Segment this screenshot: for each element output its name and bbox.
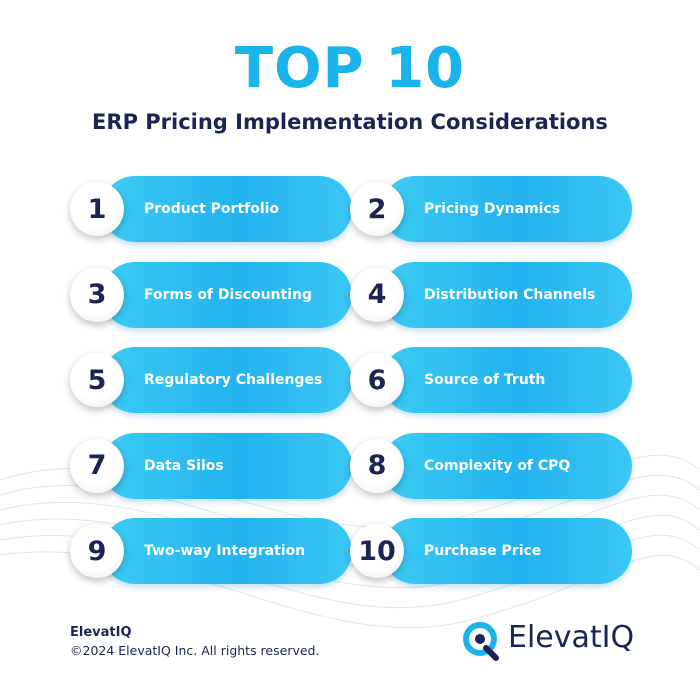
logo-text: ElevatIQ (508, 620, 635, 655)
item-label: Product Portfolio (144, 201, 280, 217)
item-label: Distribution Channels (424, 286, 596, 303)
item-label: Pricing Dynamics (424, 201, 561, 217)
item-label: Purchase Price (424, 543, 542, 559)
copyright: ©2024 ElevatIQ Inc. All rights reserved. (70, 643, 320, 658)
item-pill (382, 176, 632, 242)
item-label: Source of Truth (424, 372, 546, 388)
logo-icon (463, 622, 499, 661)
item-pill (382, 518, 632, 584)
item-pill (102, 518, 352, 584)
item-pill (382, 347, 632, 413)
item-number: 7 (70, 438, 124, 493)
item-label: Two-way Integration (144, 543, 306, 559)
item-pill (102, 432, 352, 499)
item-number: 3 (70, 267, 124, 322)
item-label: Forms of Discounting (144, 286, 312, 303)
item-number: 1 (70, 182, 124, 236)
item-number: 6 (350, 353, 404, 407)
company: ElevatIQ (70, 625, 132, 640)
item-label: Data Silos (144, 457, 224, 474)
item-pill (102, 176, 352, 242)
item-pill (382, 432, 632, 499)
item-pill (102, 261, 352, 328)
subtitle: ERP Pricing Implementation Consideration… (92, 110, 608, 134)
item-number: 9 (70, 524, 124, 578)
item-pill (382, 261, 632, 328)
item-number: 5 (70, 353, 124, 407)
item-pill (102, 347, 352, 413)
item-label: Regulatory Challenges (144, 372, 323, 388)
item-number: 2 (350, 182, 404, 236)
title: TOP 10 (234, 36, 466, 101)
item-number: 8 (350, 438, 404, 493)
item-label: Complexity of CPQ (424, 457, 571, 474)
item-number: 4 (350, 267, 404, 322)
item-number: 10 (350, 524, 404, 578)
